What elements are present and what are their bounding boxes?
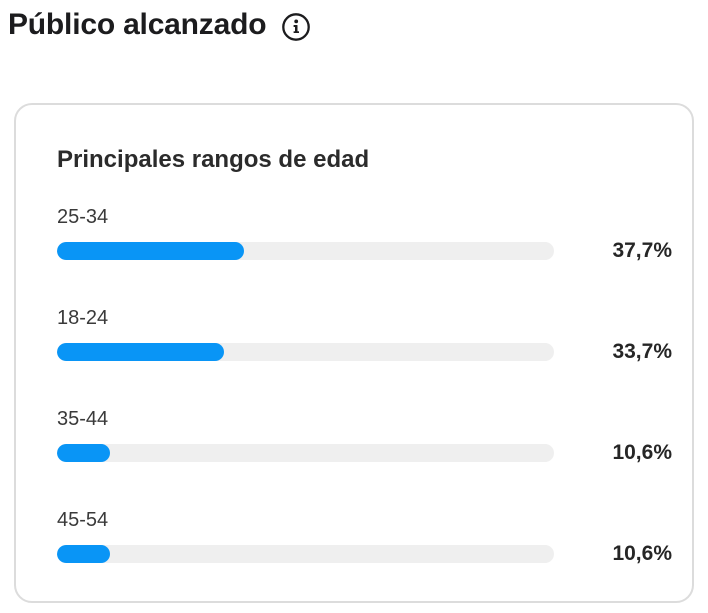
section-header: Público alcanzado	[0, 0, 708, 46]
percentage-value: 10,6%	[612, 441, 672, 464]
age-range-card: Principales rangos de edad 25-34 37,7% 18-…	[14, 103, 694, 603]
age-range-row: 25-34 37,7%	[57, 205, 672, 261]
age-range-label: 18-24	[57, 307, 109, 329]
bar-fill	[57, 443, 110, 462]
age-range-label: 45-54	[57, 509, 109, 531]
age-range-row: 35-44 10,6%	[57, 407, 672, 463]
bar-fill	[57, 241, 245, 260]
bar-track	[57, 342, 554, 361]
age-range-row: 18-24 33,7%	[57, 306, 672, 362]
age-bars-list: 25-34 37,7% 18-24 33,7% 35-44 10,6% 45-54 10,6%	[57, 205, 672, 564]
bar-track	[57, 544, 554, 563]
bar-fill	[57, 544, 110, 563]
percentage-value: 33,7%	[612, 340, 672, 363]
card-title: Principales rangos de edad	[57, 146, 370, 173]
page-title: Público alcanzado	[8, 8, 267, 41]
info-icon[interactable]	[281, 12, 311, 42]
bar-fill	[57, 342, 225, 361]
age-range-row: 45-54 10,6%	[57, 508, 672, 564]
percentage-value: 37,7%	[612, 239, 672, 262]
percentage-value: 10,6%	[612, 542, 672, 565]
bar-track	[57, 241, 554, 260]
bar-track	[57, 443, 554, 462]
age-range-label: 25-34	[57, 206, 109, 228]
age-range-label: 35-44	[57, 408, 109, 430]
